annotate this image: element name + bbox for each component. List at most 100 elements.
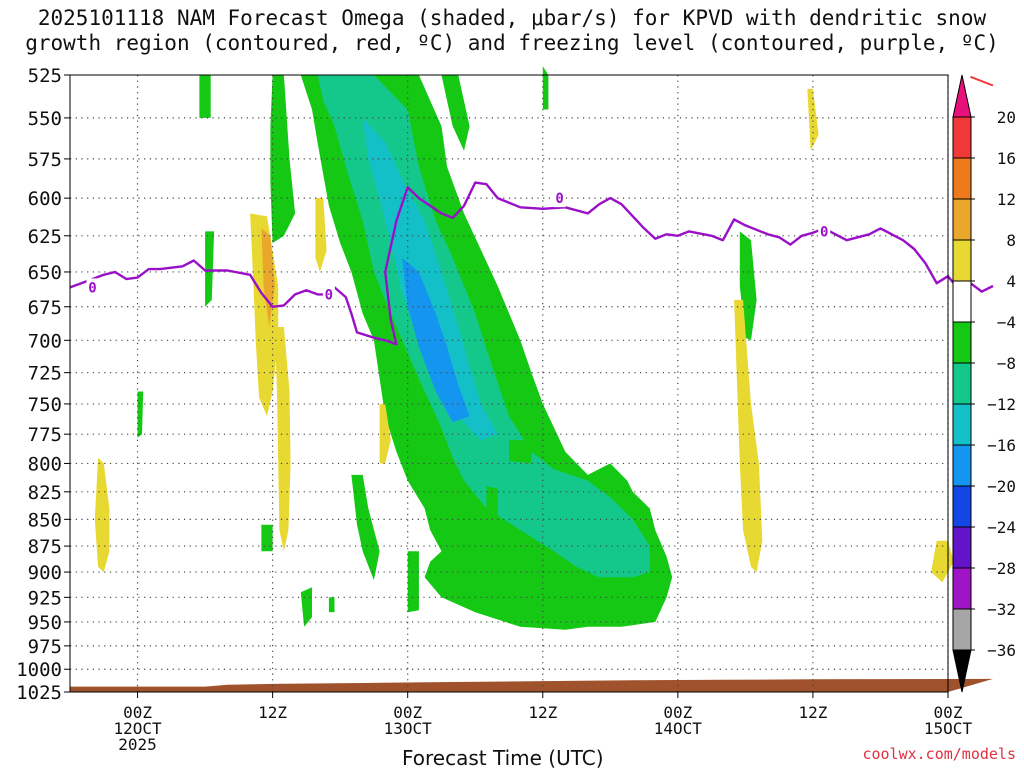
plot-lines: 0 0 0 0 [69, 75, 994, 346]
y-tick-label: 950 [28, 612, 62, 634]
credit-text: coolwx.com/models [862, 745, 1016, 763]
y-tick-label: 800 [28, 453, 62, 475]
colorbar-box [952, 567, 972, 610]
x-tick-label: 12Z [258, 703, 287, 722]
colorbar-box [952, 526, 972, 569]
colorbar-label: 16 [997, 149, 1016, 168]
colorbar-box [952, 403, 972, 446]
freezing-level-label: 0 [325, 287, 333, 303]
colorbar-top-arrow [952, 74, 972, 118]
plot-frame [69, 74, 949, 693]
omega-region-12 [328, 597, 335, 613]
omega-region-7 [205, 231, 215, 307]
y-tick-label: 650 [28, 262, 62, 284]
colorbar-label: −16 [987, 436, 1016, 455]
x-tick-label: 00Z [663, 703, 692, 722]
omega-region-15 [509, 440, 532, 464]
omega-region-8 [137, 391, 144, 438]
x-tick-label: 14OCT [654, 719, 703, 738]
x-tick-label: 00Z [934, 703, 963, 722]
y-tick-label: 825 [28, 482, 62, 504]
colorbar-bottom-arrow [952, 649, 972, 693]
x-tick-label: 00Z [123, 703, 152, 722]
omega-region-14 [486, 486, 498, 520]
y-tick-label: 675 [28, 297, 62, 319]
omega-region-5 [270, 75, 296, 244]
y-tick-label: 900 [28, 562, 62, 584]
omega-region-20 [274, 327, 291, 552]
omega-region-22 [379, 403, 391, 464]
colorbar-label: −24 [987, 518, 1016, 537]
omega-region-11 [300, 587, 312, 627]
y-tick-label: 725 [28, 363, 62, 385]
y-tick-label: 750 [28, 394, 62, 416]
omega-region-1 [441, 75, 470, 151]
colorbar-label: −20 [987, 477, 1016, 496]
colorbar-label: 20 [997, 108, 1016, 127]
omega-region-23 [94, 457, 110, 573]
y-tick-label: 575 [28, 149, 62, 171]
x-tick-label: 00Z [393, 703, 422, 722]
y-tick-label: 975 [28, 636, 62, 658]
colorbar: 20 16 12 8 4 −4 −8 −12 −16 −20 −24 −28 −32 −36 [952, 74, 1016, 693]
y-tick-label: 925 [28, 587, 62, 609]
y-tick-label: 850 [28, 509, 62, 531]
freezing-level-label-bg [818, 222, 831, 241]
y-tick-label: 775 [28, 424, 62, 446]
ground-surface [70, 678, 993, 692]
freezing-level-label: 0 [820, 224, 828, 240]
y-tick-label: 875 [28, 536, 62, 558]
colorbar-label: −12 [987, 395, 1016, 414]
colorbar-box [952, 362, 972, 405]
omega-region-6 [199, 75, 211, 118]
y-tick-label: 1025 [16, 682, 62, 704]
colorbar-box [952, 239, 972, 282]
colorbar-box [952, 485, 972, 528]
x-tick-label: 12OCT [113, 719, 162, 738]
freezing-level-line [69, 181, 994, 346]
colorbar-label: −4 [997, 313, 1016, 332]
x-tick-label: 2025 [118, 735, 157, 754]
x-tick-label: 12Z [798, 703, 827, 722]
omega-region-10 [351, 474, 380, 581]
y-axis: 525 550 575 600 625 650 675 700 725 750 775 800 825 8… [16, 65, 70, 704]
colorbar-box [952, 444, 972, 487]
colorbar-label: 4 [1006, 272, 1016, 291]
colorbar-label: 8 [1006, 231, 1016, 250]
chart-title: 2025101118 NAM Forecast Omega (shaded, μ… [0, 6, 1024, 56]
omega-region-19 [261, 228, 275, 327]
omega-region-17 [261, 524, 273, 552]
omega-region-13 [407, 551, 419, 613]
colorbar-box [952, 116, 972, 159]
x-tick-label: 12Z [528, 703, 557, 722]
dgz-contour [970, 75, 994, 87]
freezing-level-label-bg [322, 285, 335, 304]
x-tick-label: 15OCT [924, 719, 973, 738]
omega-region-21 [315, 198, 327, 272]
freezing-level-label: 0 [555, 191, 563, 207]
y-tick-label: 625 [28, 226, 62, 248]
colorbar-label: −28 [987, 559, 1016, 578]
colorbar-label: −32 [987, 600, 1016, 619]
omega-region-24 [734, 299, 763, 573]
plot-ground [70, 678, 993, 692]
omega-region-26 [931, 540, 954, 583]
omega-region-16 [542, 66, 549, 110]
y-tick-label: 525 [28, 65, 62, 87]
y-tick-label: 600 [28, 188, 62, 210]
colorbar-label: −36 [987, 641, 1016, 660]
y-tick-label: 700 [28, 330, 62, 352]
colorbar-label: −8 [997, 354, 1016, 373]
freezing-level-label: 0 [88, 280, 96, 296]
colorbar-box [952, 608, 972, 651]
x-axis-label: Forecast Time (UTC) [402, 746, 604, 770]
colorbar-box [952, 157, 972, 200]
y-tick-label: 1000 [16, 659, 62, 681]
colorbar-box [952, 321, 972, 364]
freezing-level-label-bg [553, 189, 566, 208]
colorbar-box [952, 280, 972, 323]
omega-region-25 [807, 88, 819, 151]
colorbar-box [952, 198, 972, 241]
